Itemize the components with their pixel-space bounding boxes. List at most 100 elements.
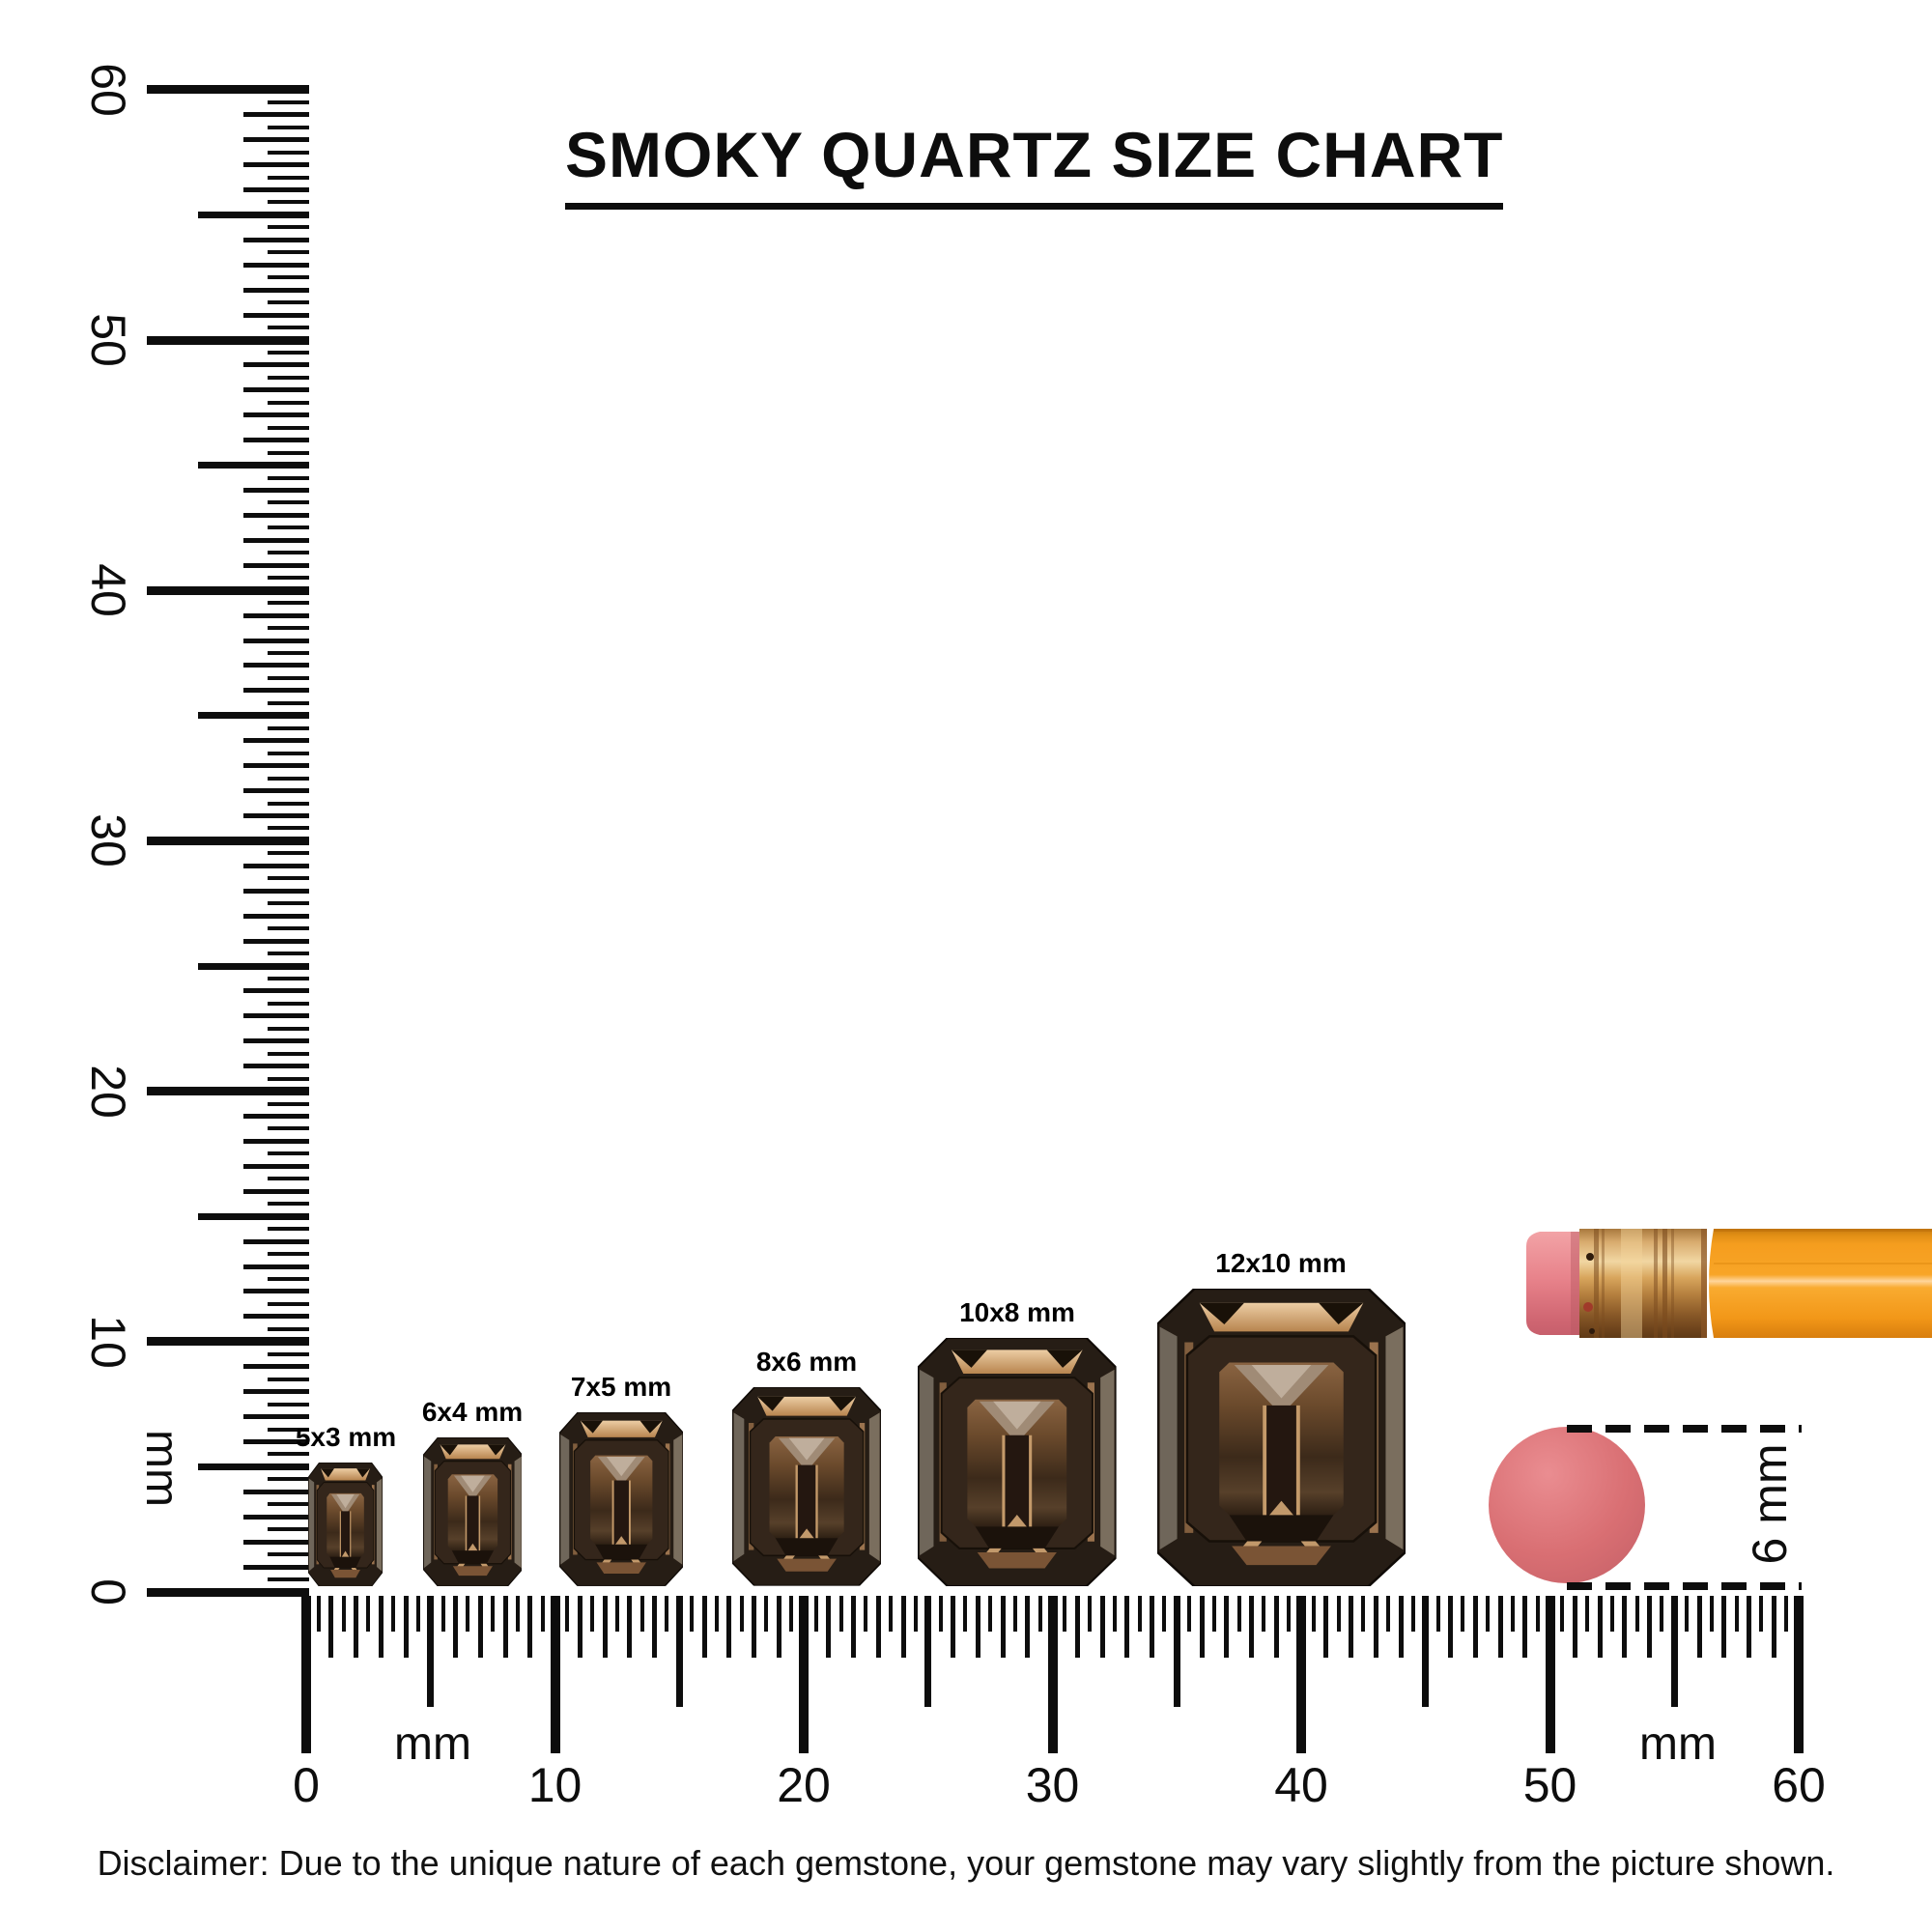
left-ruler-tick-0mm — [147, 1587, 309, 1597]
bottom-ruler-tick-8.5mm — [515, 1596, 520, 1632]
left-ruler-tick-44mm — [243, 488, 309, 494]
left-ruler-number-0: 0 — [81, 1578, 135, 1605]
bottom-ruler-tick-24.5mm — [913, 1596, 918, 1632]
left-ruler-tick-54mm — [243, 237, 309, 242]
bottom-ruler-tick-22mm — [851, 1596, 856, 1658]
bottom-ruler-tick-12mm — [602, 1596, 608, 1658]
ferrule-crimp — [1662, 1229, 1667, 1338]
bottom-ruler-tick-15.5mm — [690, 1596, 695, 1632]
left-ruler-tick-20mm — [147, 1087, 309, 1096]
left-ruler-tick-52.5mm — [268, 275, 309, 280]
bottom-ruler-tick-14.5mm — [665, 1596, 669, 1632]
left-ruler-tick-0.5mm — [268, 1577, 309, 1582]
smoky-quartz-gem-image — [1157, 1289, 1406, 1586]
bottom-ruler-tick-9mm — [527, 1596, 533, 1658]
left-ruler-tick-9mm — [243, 1364, 309, 1370]
bottom-ruler-tick-51.5mm — [1585, 1596, 1590, 1632]
left-ruler-tick-34mm — [243, 738, 309, 744]
bottom-ruler-tick-48mm — [1497, 1596, 1503, 1658]
left-ruler-tick-34.5mm — [268, 725, 309, 730]
left-ruler-tick-6.5mm — [268, 1427, 309, 1432]
left-ruler-tick-20.5mm — [268, 1076, 309, 1081]
bottom-ruler-tick-45mm — [1422, 1596, 1430, 1707]
bottom-ruler-unit-2: mm — [1639, 1719, 1717, 1770]
bottom-ruler-tick-18mm — [752, 1596, 756, 1658]
left-ruler-tick-24mm — [243, 988, 309, 994]
left-ruler-tick-55.5mm — [268, 200, 309, 205]
left-ruler-tick-31mm — [243, 812, 309, 818]
bottom-ruler-tick-46.5mm — [1461, 1596, 1465, 1632]
left-ruler-tick-36mm — [243, 688, 309, 694]
left-ruler-tick-7mm — [243, 1414, 309, 1420]
gem-size-label: 10x8 mm — [959, 1297, 1075, 1327]
bottom-ruler-tick-34mm — [1150, 1596, 1154, 1658]
bottom-ruler-tick-32.5mm — [1112, 1596, 1117, 1632]
left-ruler-tick-21.5mm — [268, 1051, 309, 1056]
pencil-body — [1709, 1229, 1932, 1338]
left-ruler-tick-17mm — [243, 1163, 309, 1169]
left-ruler-tick-49.5mm — [268, 350, 309, 355]
gem-size-label: 8x6 mm — [755, 1347, 858, 1378]
left-ruler-tick-42.5mm — [268, 526, 309, 530]
bottom-ruler-tick-11.5mm — [590, 1596, 595, 1632]
left-ruler-tick-47mm — [243, 412, 309, 418]
bottom-ruler-tick-41.5mm — [1336, 1596, 1341, 1632]
bottom-ruler-number-40: 40 — [1274, 1758, 1328, 1812]
bottom-ruler-tick-0.5mm — [316, 1596, 321, 1632]
left-ruler-tick-53mm — [243, 262, 309, 268]
bottom-ruler-tick-3mm — [378, 1596, 384, 1658]
bottom-ruler-tick-3.5mm — [391, 1596, 396, 1632]
left-ruler-tick-16mm — [243, 1188, 309, 1194]
left-ruler-tick-13mm — [243, 1264, 309, 1269]
left-ruler-tick-26mm — [243, 938, 309, 944]
left-ruler-tick-29.5mm — [268, 851, 309, 856]
bottom-ruler-tick-37.5mm — [1236, 1596, 1241, 1632]
left-ruler-tick-43.5mm — [268, 500, 309, 505]
bottom-ruler-tick-28.5mm — [1012, 1596, 1017, 1632]
left-ruler-tick-3.5mm — [268, 1502, 309, 1507]
bottom-ruler-tick-1mm — [328, 1596, 334, 1658]
bottom-ruler-tick-20.5mm — [813, 1596, 818, 1632]
left-ruler-tick-33mm — [243, 763, 309, 769]
smoky-quartz-gem-image — [918, 1338, 1117, 1586]
bottom-ruler-tick-35.5mm — [1187, 1596, 1192, 1632]
left-ruler-tick-40mm — [147, 585, 309, 595]
bottom-ruler-tick-53mm — [1622, 1596, 1628, 1658]
bottom-ruler-tick-40.5mm — [1311, 1596, 1316, 1632]
eraser-size-label: 6 mm — [1743, 1443, 1797, 1565]
bottom-ruler-tick-58mm — [1747, 1596, 1751, 1658]
bottom-ruler-tick-30.5mm — [1063, 1596, 1067, 1632]
bottom-ruler-tick-57mm — [1721, 1596, 1727, 1658]
bottom-ruler-tick-47.5mm — [1486, 1596, 1491, 1632]
gem-12x10mm — [1157, 1289, 1406, 1586]
left-ruler-tick-19.5mm — [268, 1101, 309, 1106]
left-ruler-unit: mm — [136, 1430, 187, 1507]
left-ruler-tick-2.5mm — [268, 1527, 309, 1532]
bottom-ruler-tick-49.5mm — [1535, 1596, 1540, 1632]
bottom-ruler-tick-47mm — [1472, 1596, 1478, 1658]
bottom-ruler-number-0: 0 — [293, 1758, 320, 1812]
left-ruler-tick-42mm — [243, 537, 309, 543]
bottom-ruler-tick-26.5mm — [963, 1596, 968, 1632]
gem-size-label: 5x3 mm — [295, 1421, 397, 1452]
bottom-ruler-tick-34.5mm — [1162, 1596, 1167, 1632]
bottom-ruler-tick-10mm — [550, 1596, 560, 1753]
bottom-ruler-tick-29mm — [1025, 1596, 1031, 1658]
left-ruler-number-10: 10 — [81, 1314, 135, 1369]
bottom-ruler-tick-16.5mm — [714, 1596, 719, 1632]
bottom-ruler-tick-27.5mm — [988, 1596, 993, 1632]
left-ruler-tick-5mm — [198, 1463, 309, 1470]
bottom-ruler-tick-2mm — [354, 1596, 358, 1658]
bottom-ruler-tick-56mm — [1696, 1596, 1702, 1658]
left-ruler-tick-22.5mm — [268, 1026, 309, 1031]
left-ruler-number-60: 60 — [81, 62, 135, 117]
bottom-ruler-tick-25mm — [924, 1596, 932, 1707]
bottom-ruler-tick-5.5mm — [440, 1596, 445, 1632]
pencil-eraser-tip — [1526, 1232, 1579, 1335]
left-ruler-tick-8.5mm — [268, 1377, 309, 1381]
bottom-ruler-number-60: 60 — [1772, 1758, 1826, 1812]
bottom-ruler-tick-53.5mm — [1634, 1596, 1639, 1632]
bottom-ruler-tick-16mm — [701, 1596, 707, 1658]
left-ruler-tick-38mm — [243, 638, 309, 643]
